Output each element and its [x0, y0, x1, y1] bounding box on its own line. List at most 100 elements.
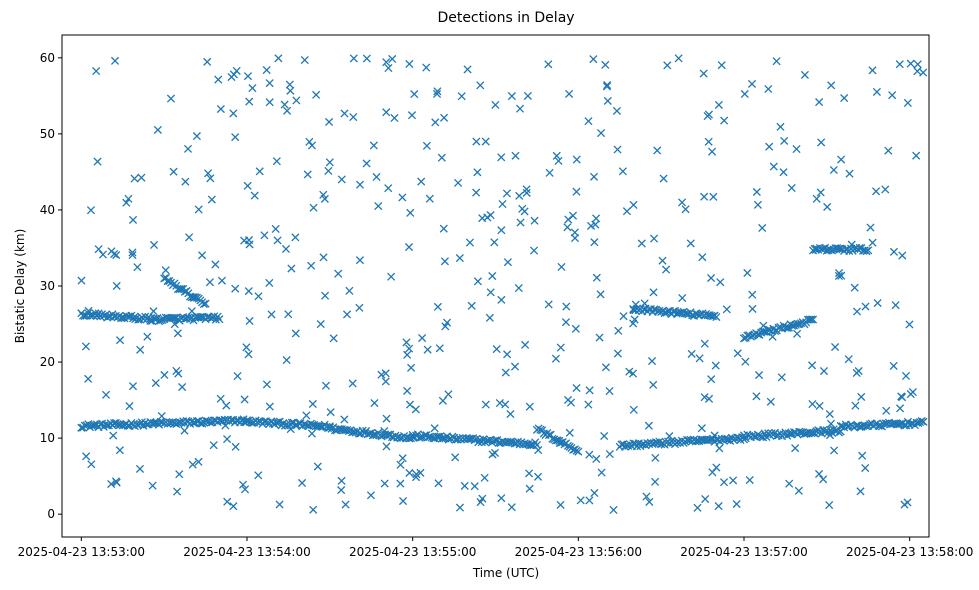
data-point	[555, 438, 564, 448]
data-point	[196, 313, 205, 322]
data-point	[194, 457, 203, 466]
data-point	[585, 450, 594, 459]
data-point	[523, 91, 532, 100]
data-point	[906, 390, 915, 399]
data-point	[411, 473, 421, 482]
data-point	[807, 315, 816, 324]
data-point	[473, 168, 482, 177]
y-tick-label: 0	[47, 507, 55, 521]
data-point	[645, 497, 654, 506]
data-point	[503, 350, 512, 359]
data-point	[374, 202, 383, 211]
data-point	[439, 224, 448, 233]
data-point	[101, 390, 111, 399]
data-point	[390, 113, 399, 123]
data-point	[722, 305, 731, 314]
data-point	[128, 382, 138, 391]
data-point	[768, 332, 777, 341]
data-point	[345, 286, 354, 295]
data-point	[612, 106, 621, 115]
data-point	[834, 268, 844, 278]
data-point	[753, 200, 762, 209]
data-point	[533, 472, 543, 481]
data-point	[215, 315, 224, 324]
data-point	[898, 251, 907, 260]
data-point	[708, 147, 717, 156]
data-point	[273, 236, 282, 245]
data-point	[716, 278, 725, 287]
data-point	[423, 345, 432, 354]
data-point	[192, 132, 201, 141]
data-point	[286, 425, 295, 434]
data-point	[396, 479, 405, 488]
data-point	[262, 380, 271, 389]
data-point	[432, 89, 442, 99]
data-point	[281, 244, 291, 254]
data-point	[302, 411, 311, 420]
data-point	[748, 304, 757, 313]
data-point	[402, 338, 411, 347]
data-point	[185, 233, 194, 242]
data-point	[510, 362, 520, 371]
data-point	[780, 136, 789, 145]
data-point	[175, 470, 184, 479]
data-point	[405, 344, 414, 353]
data-point	[173, 329, 182, 338]
data-point	[625, 367, 634, 376]
data-point	[852, 307, 862, 316]
data-point	[534, 446, 543, 455]
data-point	[891, 301, 900, 310]
data-point	[478, 494, 487, 503]
data-point	[603, 81, 612, 90]
y-tick-label: 20	[40, 355, 55, 369]
data-point	[411, 405, 420, 414]
data-point	[125, 402, 134, 411]
data-point	[115, 446, 124, 455]
x-axis-label: Time (UTC)	[472, 566, 539, 580]
data-point	[919, 68, 928, 77]
data-point	[199, 300, 208, 309]
data-point	[603, 96, 612, 105]
data-point	[544, 300, 553, 309]
data-point	[207, 195, 216, 204]
data-point	[410, 90, 419, 99]
data-point	[900, 500, 909, 509]
data-point	[714, 502, 723, 511]
x-tick-label: 2025-04-23 13:57:00	[680, 545, 807, 559]
data-point	[245, 240, 254, 249]
data-point	[596, 290, 605, 299]
data-point	[455, 503, 465, 512]
data-point	[161, 266, 170, 275]
data-point	[497, 295, 506, 304]
data-point	[590, 488, 599, 498]
data-point	[372, 172, 381, 182]
data-point	[792, 145, 801, 154]
data-point	[112, 478, 121, 487]
data-point	[760, 327, 769, 336]
data-point	[93, 157, 102, 166]
data-point	[340, 415, 349, 424]
data-point	[240, 395, 249, 404]
data-point	[362, 159, 371, 168]
data-point	[440, 113, 449, 122]
data-point	[275, 500, 284, 509]
data-point	[895, 60, 904, 69]
data-point	[131, 315, 140, 324]
data-point	[844, 355, 853, 364]
data-point	[282, 356, 291, 365]
data-point	[609, 505, 618, 514]
data-point	[337, 476, 346, 485]
data-point	[274, 54, 283, 63]
data-point	[180, 426, 189, 435]
data-point	[572, 187, 581, 196]
data-point	[248, 84, 257, 93]
data-point	[283, 106, 292, 115]
data-point	[622, 207, 632, 216]
data-point	[460, 481, 469, 490]
data-point	[148, 481, 157, 490]
data-point	[473, 277, 482, 286]
data-point	[128, 251, 137, 260]
data-point	[852, 368, 861, 378]
data-point	[678, 293, 687, 303]
data-point	[815, 98, 824, 107]
